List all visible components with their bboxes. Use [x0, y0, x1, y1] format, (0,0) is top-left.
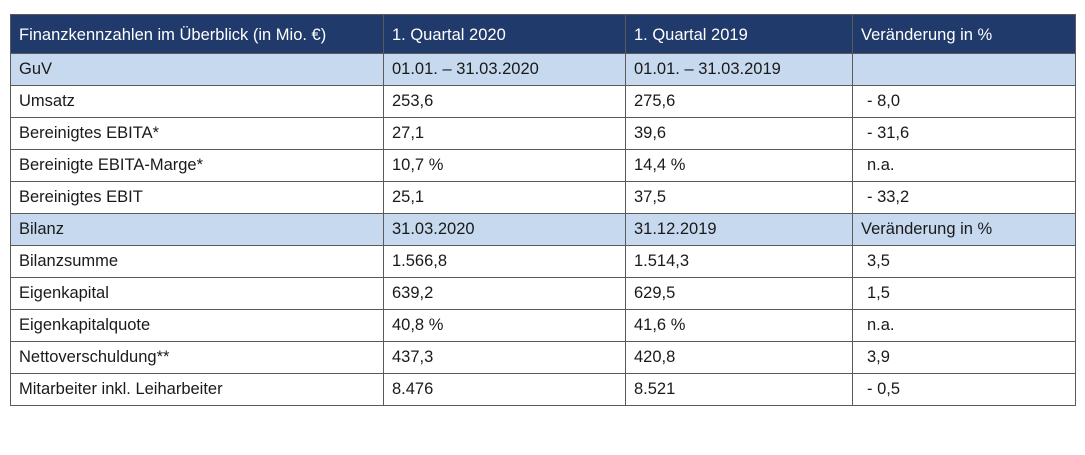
header-cell-metric: Finanzkennzahlen im Überblick (in Mio. €… [10, 14, 384, 54]
q1-2019-cell: 420,8 [625, 341, 853, 374]
q1-2020-cell: 639,2 [383, 277, 626, 310]
q1-2020-cell: 253,6 [383, 85, 626, 118]
table-row: Eigenkapitalquote 40,8 % 41,6 % n.a. [10, 309, 1076, 342]
q1-2020-cell: 25,1 [383, 181, 626, 214]
change-cell: n.a. [852, 149, 1076, 182]
section-row: GuV 01.01. – 31.03.2020 01.01. – 31.03.201… [10, 53, 1076, 86]
table-row: Bereinigtes EBITA* 27,1 39,6- 31,6 [10, 117, 1076, 150]
q1-2019-cell: 1.514,3 [625, 245, 853, 278]
metric-cell: Mitarbeiter inkl. Leiharbeiter [10, 373, 384, 406]
q1-2020-cell: 1.566,8 [383, 245, 626, 278]
q1-2019-cell: 629,5 [625, 277, 853, 310]
q1-2019-cell: 01.01. – 31.03.2019 [625, 53, 853, 86]
change-cell: 3,5 [852, 245, 1076, 278]
header-cell-q1-2019: 1. Quartal 2019 [625, 14, 853, 54]
financial-figures-table: Finanzkennzahlen im Überblick (in Mio. €… [10, 14, 1076, 406]
q1-2019-cell: 8.521 [625, 373, 853, 406]
header-cell-q1-2020: 1. Quartal 2020 [383, 14, 626, 54]
metric-cell: Bilanzsumme [10, 245, 384, 278]
change-cell: - 0,5 [852, 373, 1076, 406]
metric-cell: GuV [10, 53, 384, 86]
table-row: Eigenkapital 639,2 629,5 1,5 [10, 277, 1076, 310]
metric-cell: Nettoverschuldung** [10, 341, 384, 374]
section-row: Bilanz 31.03.2020 31.12.2019 Veränderung in… [10, 213, 1076, 246]
q1-2019-cell: 31.12.2019 [625, 213, 853, 246]
table-row: Bereinigtes EBIT 25,1 37,5- 33,2 [10, 181, 1076, 214]
q1-2019-cell: 275,6 [625, 85, 853, 118]
change-cell: Veränderung in % [852, 213, 1076, 246]
metric-cell: Eigenkapital [10, 277, 384, 310]
metric-cell: Umsatz [10, 85, 384, 118]
header-cell-change: Veränderung in % [852, 14, 1076, 54]
change-cell: - 31,6 [852, 117, 1076, 150]
table-row: Umsatz 253,6 275,6- 8,0 [10, 85, 1076, 118]
table-header-row: Finanzkennzahlen im Überblick (in Mio. €… [10, 14, 1076, 54]
table-row: Nettoverschuldung** 437,3 420,8 3,9 [10, 341, 1076, 374]
q1-2020-cell: 01.01. – 31.03.2020 [383, 53, 626, 86]
q1-2019-cell: 37,5 [625, 181, 853, 214]
q1-2020-cell: 40,8 % [383, 309, 626, 342]
q1-2020-cell: 437,3 [383, 341, 626, 374]
q1-2019-cell: 14,4 % [625, 149, 853, 182]
metric-cell: Bereinigtes EBIT [10, 181, 384, 214]
metric-cell: Bilanz [10, 213, 384, 246]
change-cell: - 8,0 [852, 85, 1076, 118]
table-row: Bilanzsumme 1.566,8 1.514,3 3,5 [10, 245, 1076, 278]
q1-2020-cell: 10,7 % [383, 149, 626, 182]
table-body: GuV 01.01. – 31.03.2020 01.01. – 31.03.201… [10, 53, 1076, 406]
change-cell: - 33,2 [852, 181, 1076, 214]
q1-2019-cell: 39,6 [625, 117, 853, 150]
q1-2020-cell: 8.476 [383, 373, 626, 406]
table-row: Bereinigte EBITA-Marge* 10,7 % 14,4 % n.a. [10, 149, 1076, 182]
change-cell: 3,9 [852, 341, 1076, 374]
change-cell [852, 53, 1076, 86]
metric-cell: Bereinigte EBITA-Marge* [10, 149, 384, 182]
metric-cell: Bereinigtes EBITA* [10, 117, 384, 150]
change-cell: n.a. [852, 309, 1076, 342]
q1-2020-cell: 27,1 [383, 117, 626, 150]
q1-2020-cell: 31.03.2020 [383, 213, 626, 246]
financial-table-container: Finanzkennzahlen im Überblick (in Mio. €… [10, 14, 1076, 406]
change-cell: 1,5 [852, 277, 1076, 310]
q1-2019-cell: 41,6 % [625, 309, 853, 342]
metric-cell: Eigenkapitalquote [10, 309, 384, 342]
table-row: Mitarbeiter inkl. Leiharbeiter 8.476 8.521… [10, 373, 1076, 406]
